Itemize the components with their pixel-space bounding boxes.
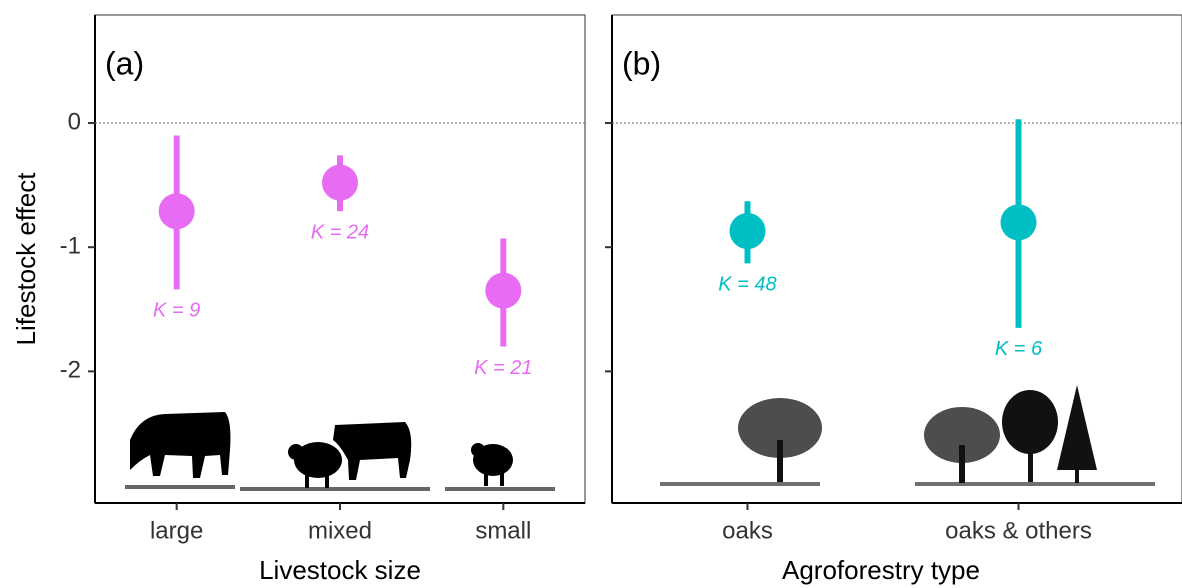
point-label: K = 6	[995, 338, 1043, 360]
x-axis-title: Agroforestry type	[782, 555, 980, 585]
x-tick-label: oaks & others	[945, 517, 1092, 544]
x-axis-title: Livestock size	[259, 555, 421, 585]
point-label: K = 9	[153, 300, 200, 322]
livestock-silhouettes	[125, 412, 555, 491]
tree-silhouettes	[660, 385, 1155, 486]
point-label: K = 24	[311, 221, 369, 243]
point	[322, 165, 358, 201]
chart: 0 -1 -2 (a) Lifestock effect Livestock size la…	[0, 0, 1182, 588]
page: 0 -1 -2 (a) Lifestock effect Livestock size la…	[0, 0, 1182, 588]
y-axis-title: Lifestock effect	[11, 172, 41, 346]
panel-label: (a)	[105, 45, 144, 81]
point-label: K = 48	[718, 274, 776, 296]
y-tick-label: -1	[60, 233, 81, 260]
y-tick-label: -2	[60, 357, 81, 384]
point-label: K = 21	[474, 357, 532, 379]
panel-label: (b)	[622, 45, 661, 81]
y-tick-label: 0	[68, 108, 81, 135]
point	[159, 193, 195, 229]
x-tick-label: large	[150, 517, 203, 544]
x-tick-label: small	[475, 517, 531, 544]
x-tick-label: mixed	[308, 517, 372, 544]
panel-frame	[612, 15, 1182, 503]
point	[730, 213, 766, 249]
x-tick-label: oaks	[722, 517, 773, 544]
point	[485, 273, 521, 309]
point	[1001, 204, 1037, 240]
